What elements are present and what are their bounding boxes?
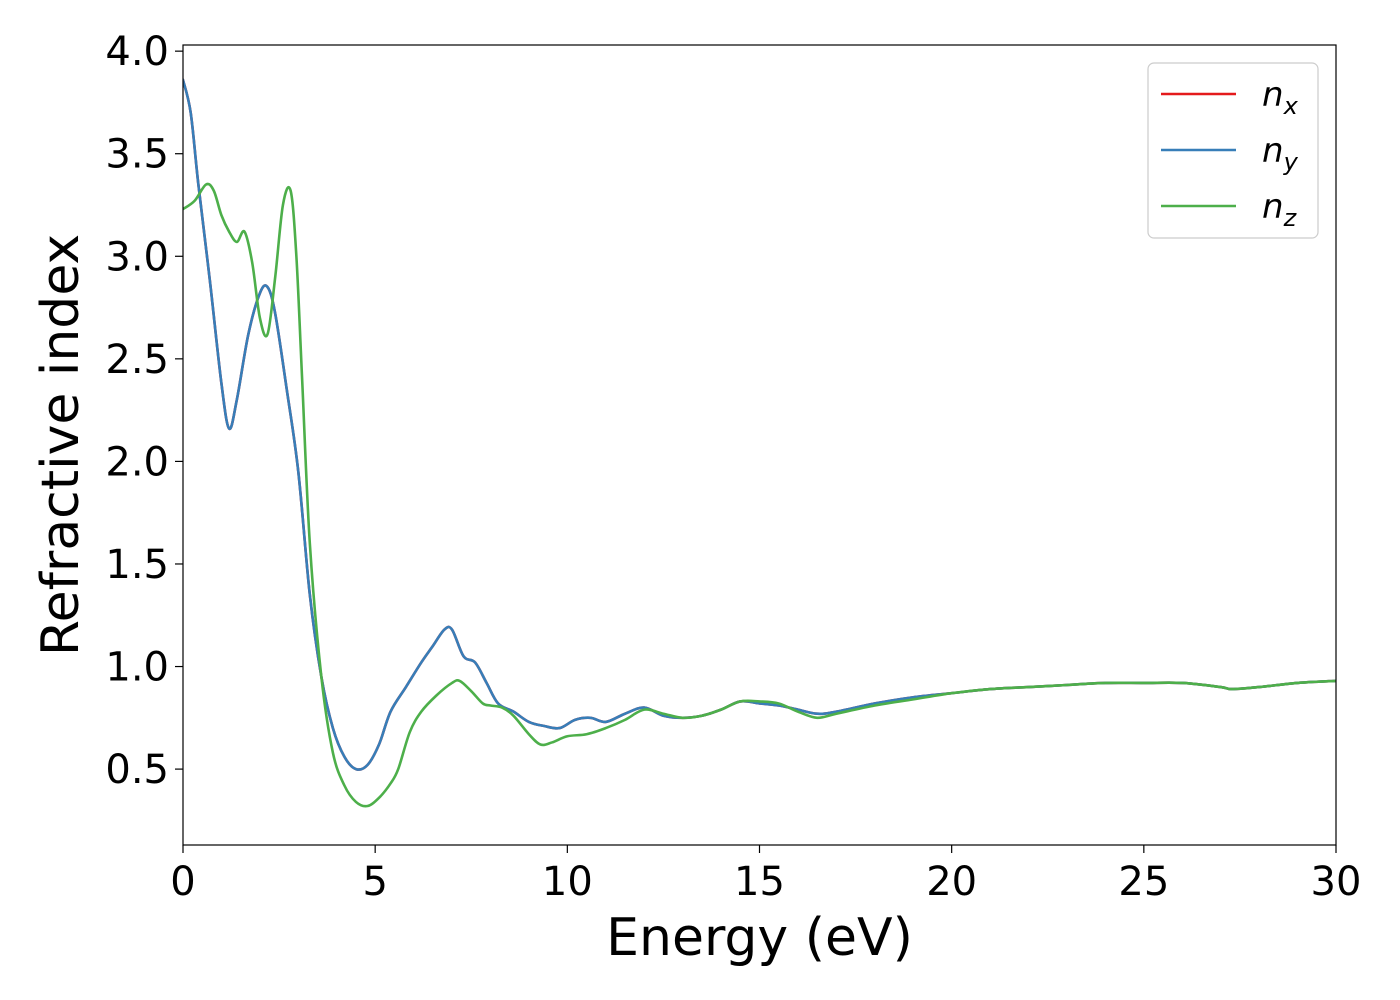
ticks-layer: 0 5 10 15 20 25 30 0.5 1.0 1.5 2.0 2.5 3.0 3.5 4.0: [105, 29, 1361, 905]
y-tick-label: 4.0: [105, 29, 169, 75]
y-tick-label: 1.0: [105, 645, 169, 691]
y-axis-title: Refractive index: [31, 234, 91, 656]
x-tick-label: 15: [734, 859, 785, 905]
legend-label-x: nx: [1262, 75, 1299, 120]
x-tick-label: 20: [926, 859, 977, 905]
y-tick-label: 1.5: [105, 542, 169, 588]
x-tick-label: 25: [1118, 859, 1169, 905]
legend-label-y: ny: [1262, 131, 1299, 176]
x-axis-title: Energy (eV): [606, 908, 913, 968]
y-tick-label: 0.5: [105, 747, 169, 793]
legend: nx ny nz: [1147, 62, 1319, 239]
series-line-z: [183, 182, 1336, 808]
y-tick-label: 2.5: [105, 337, 169, 383]
series-layer: [183, 78, 1336, 808]
x-tick-label: 30: [1311, 859, 1362, 905]
x-tick-label: 10: [542, 859, 593, 905]
x-tick-label: 0: [170, 859, 195, 905]
y-tick-label: 2.0: [105, 439, 169, 485]
y-tick-label: 3.5: [105, 132, 169, 178]
x-tick-label: 5: [362, 859, 387, 905]
y-tick-label: 3.0: [105, 234, 169, 280]
legend-label-z: nz: [1262, 187, 1298, 232]
